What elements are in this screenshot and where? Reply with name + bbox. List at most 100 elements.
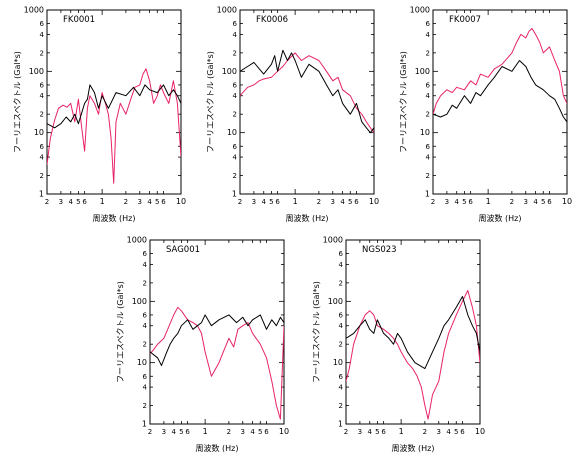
x-tick-label: 2	[238, 198, 242, 206]
x-tick-label: 2	[227, 428, 231, 436]
plot-frame	[345, 239, 481, 425]
y-axis-label: フーリエスペクトル (Gal*s)	[116, 281, 125, 383]
x-tick-label: 5	[76, 198, 80, 206]
series-line-0	[240, 52, 374, 133]
y-tick-label: 10	[333, 358, 343, 367]
x-tick-label: 6	[381, 428, 386, 436]
y-tick-label: 1	[232, 190, 237, 199]
x-tick-label: 3	[138, 198, 142, 206]
series-line-1	[47, 84, 181, 129]
x-tick-label: 1	[100, 197, 105, 206]
station-label: FK0007	[449, 15, 481, 25]
y-tick-label: 2	[339, 279, 343, 287]
x-axis-label: 周波数 (Hz)	[286, 213, 329, 223]
x-tick-label: 10	[279, 427, 289, 436]
y-tick-label: 6	[339, 373, 344, 381]
series-line-1	[346, 296, 480, 370]
y-axis-label: フーリエスペクトル (Gal*s)	[13, 51, 22, 153]
x-tick-label: 1	[203, 427, 208, 436]
series-line-1	[433, 60, 567, 123]
y-tick-label: 6	[233, 143, 238, 151]
y-tick-label: 2	[40, 111, 44, 119]
x-tick-label: 3	[331, 198, 335, 206]
y-tick-label: 1000	[217, 6, 237, 15]
y-tick-label: 10	[420, 128, 430, 137]
x-tick-label: 6	[547, 198, 552, 206]
y-tick-label: 4	[339, 322, 344, 330]
y-tick-label: 4	[233, 31, 238, 39]
y-tick-label: 1000	[410, 6, 430, 15]
x-tick-label: 6	[275, 198, 280, 206]
x-tick-label: 4	[533, 198, 538, 206]
y-tick-label: 2	[40, 172, 44, 180]
x-tick-label: 5	[269, 198, 273, 206]
y-tick-label: 4	[143, 322, 148, 330]
x-tick-label: 2	[423, 428, 427, 436]
y-tick-label: 4	[426, 31, 431, 39]
y-tick-label: 100	[29, 67, 44, 76]
station-label: SAG001	[166, 245, 200, 255]
y-tick-label: 100	[415, 67, 430, 76]
x-tick-label: 4	[446, 428, 451, 436]
y-tick-label: 100	[222, 67, 237, 76]
y-tick-label: 2	[233, 172, 237, 180]
x-tick-label: 3	[358, 428, 362, 436]
station-label: FK0001	[63, 15, 95, 25]
y-tick-label: 4	[339, 261, 344, 269]
y-tick-label: 10	[34, 128, 44, 137]
y-tick-label: 6	[40, 20, 45, 28]
x-tick-label: 6	[264, 428, 269, 436]
plot-frame	[149, 239, 285, 425]
y-tick-label: 4	[143, 384, 148, 392]
series-line-0	[47, 68, 181, 184]
y-tick-label: 6	[40, 143, 45, 151]
x-tick-label: 10	[176, 197, 186, 206]
y-tick-label: 1	[142, 420, 147, 429]
y-tick-label: 100	[328, 297, 343, 306]
x-tick-label: 4	[368, 428, 373, 436]
x-axis-label: 周波数 (Hz)	[479, 213, 522, 223]
y-tick-label: 1000	[24, 6, 44, 15]
y-tick-label: 2	[143, 279, 147, 287]
y-tick-label: 6	[143, 373, 148, 381]
y-axis-label: フーリエスペクトル (Gal*s)	[399, 51, 408, 153]
x-axis-label: 周波数 (Hz)	[93, 213, 136, 223]
y-tick-label: 6	[143, 311, 148, 319]
y-tick-label: 2	[143, 341, 147, 349]
y-tick-label: 6	[339, 250, 344, 258]
x-tick-label: 3	[241, 428, 245, 436]
x-tick-label: 10	[562, 197, 572, 206]
x-tick-label: 1	[399, 427, 404, 436]
x-tick-label: 5	[258, 428, 262, 436]
x-tick-label: 2	[431, 198, 435, 206]
x-tick-label: 10	[475, 427, 485, 436]
x-tick-label: 6	[161, 198, 166, 206]
x-tick-label: 5	[462, 198, 466, 206]
y-axis-label: フーリエスペクトル (Gal*s)	[206, 51, 215, 153]
x-tick-label: 3	[437, 428, 441, 436]
y-tick-label: 2	[143, 402, 147, 410]
x-tick-label: 6	[460, 428, 465, 436]
y-tick-label: 10	[227, 128, 237, 137]
y-tick-label: 4	[40, 92, 45, 100]
x-tick-label: 2	[124, 198, 128, 206]
x-tick-label: 5	[375, 428, 379, 436]
x-tick-label: 6	[354, 198, 359, 206]
x-tick-label: 2	[148, 428, 152, 436]
y-tick-label: 2	[233, 49, 237, 57]
x-tick-label: 6	[185, 428, 190, 436]
y-tick-label: 2	[339, 341, 343, 349]
x-tick-label: 3	[524, 198, 528, 206]
y-tick-label: 4	[233, 154, 238, 162]
y-tick-label: 6	[233, 20, 238, 28]
x-tick-label: 6	[468, 198, 473, 206]
x-tick-label: 4	[172, 428, 177, 436]
y-tick-label: 6	[40, 81, 45, 89]
y-tick-label: 4	[426, 154, 431, 162]
y-tick-label: 2	[426, 172, 430, 180]
x-tick-label: 10	[369, 197, 379, 206]
